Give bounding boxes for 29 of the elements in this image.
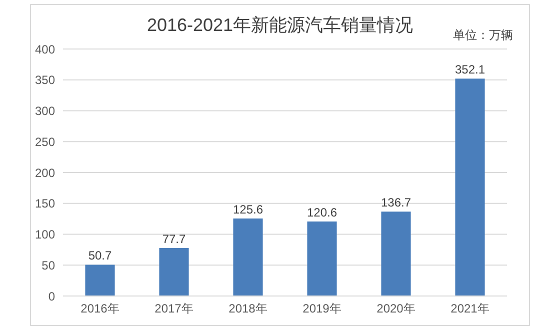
x-tick-label: 2020年	[376, 302, 416, 316]
text: 单位：万辆	[453, 27, 513, 44]
bar	[85, 264, 115, 296]
x-tick-label: 2017年	[154, 302, 194, 316]
data-label: 136.7	[380, 196, 412, 210]
bar	[307, 222, 337, 296]
chart-title: 2016-2021年新能源汽车销量情况	[146, 15, 414, 35]
y-tick-label: 250	[34, 134, 56, 149]
data-label: 120.6	[306, 206, 338, 220]
data-label: 77.7	[162, 232, 186, 246]
y-tick-label: 200	[34, 166, 56, 180]
y-tick-label: 400	[34, 42, 56, 56]
bar	[159, 248, 189, 296]
bar	[381, 212, 411, 296]
bar	[455, 78, 485, 296]
x-tick-label: 2018年	[228, 302, 268, 316]
y-tick-label: 100	[34, 228, 56, 242]
y-tick-label: 350	[34, 73, 56, 88]
data-label: 125.6	[232, 202, 264, 216]
y-tick-label: 50	[42, 258, 56, 272]
bar	[233, 218, 263, 296]
x-tick-label: 2021年	[450, 302, 490, 316]
data-label: 50.7	[88, 248, 112, 263]
y-tick-label: 150	[34, 196, 56, 211]
x-tick-label: 2019年	[302, 302, 342, 316]
y-tick-label: 0	[48, 289, 56, 304]
data-label: 352.1	[454, 62, 486, 77]
x-tick-label: 2016年	[80, 302, 120, 316]
y-tick-label: 300	[34, 104, 56, 118]
